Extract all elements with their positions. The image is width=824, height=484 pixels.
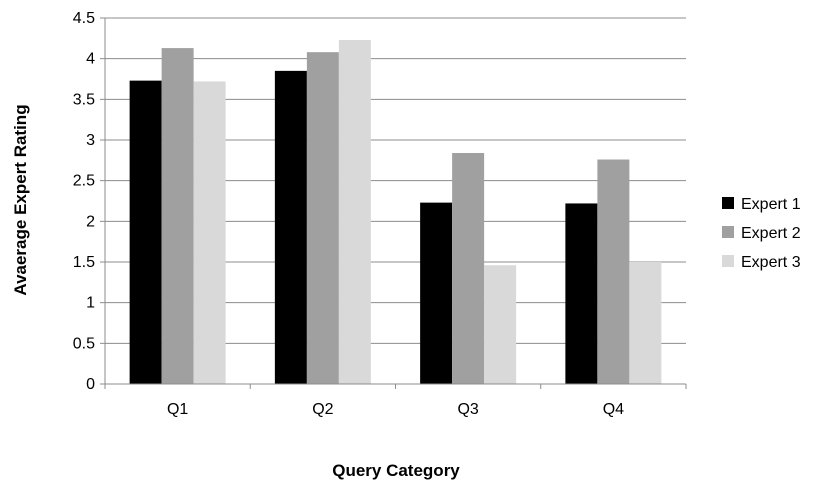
y-axis-title: Avaerage Expert Rating <box>11 104 30 295</box>
bar-q3-expert-1 <box>420 202 453 384</box>
bars <box>129 39 662 385</box>
legend-swatch <box>722 226 734 238</box>
bar-q2-expert-1 <box>274 70 307 384</box>
legend-label: Expert 2 <box>741 225 801 242</box>
legend-swatch <box>722 197 734 209</box>
x-tick-label: Q4 <box>603 401 624 418</box>
bar-q4-expert-1 <box>565 203 598 384</box>
legend: Expert 1 Expert 2 Expert 3 <box>722 196 801 271</box>
bar-q1-expert-1 <box>129 80 162 385</box>
y-tick-label: 2.5 <box>73 173 95 190</box>
bar-q2-expert-2 <box>306 52 339 384</box>
x-tick-label: Q1 <box>167 401 188 418</box>
y-tick-label: 3.5 <box>73 91 95 108</box>
y-tick-label: 1.5 <box>73 254 95 271</box>
bar-q1-expert-2 <box>161 48 194 385</box>
bar-q1-expert-3 <box>193 81 226 384</box>
x-axis-title: Query Category <box>332 461 460 480</box>
bar-q4-expert-3 <box>629 262 662 384</box>
x-tick-label: Q2 <box>312 401 333 418</box>
bar-q4-expert-2 <box>597 159 630 384</box>
y-tick-label: 0.5 <box>73 335 95 352</box>
x-tick-label: Q3 <box>457 401 478 418</box>
legend-label: Expert 3 <box>741 254 801 271</box>
y-tick-label: 1 <box>86 295 95 312</box>
y-tick-label: 4.5 <box>73 10 95 27</box>
bar-q3-expert-2 <box>452 153 485 384</box>
y-tick-label: 2 <box>86 213 95 230</box>
y-tick-labels: 0 0.5 1 1.5 2 2.5 3 3.5 4 4.5 <box>73 10 95 393</box>
y-tick-label: 3 <box>86 132 95 149</box>
legend-label: Expert 1 <box>741 196 801 213</box>
x-tick-labels: Q1 Q2 Q3 Q4 <box>167 401 624 418</box>
bar-q2-expert-3 <box>338 39 371 385</box>
y-tick-label: 4 <box>86 51 95 68</box>
axes <box>100 17 687 389</box>
bar-q3-expert-3 <box>484 265 517 384</box>
legend-swatch <box>722 255 734 267</box>
y-tick-label: 0 <box>86 376 95 393</box>
